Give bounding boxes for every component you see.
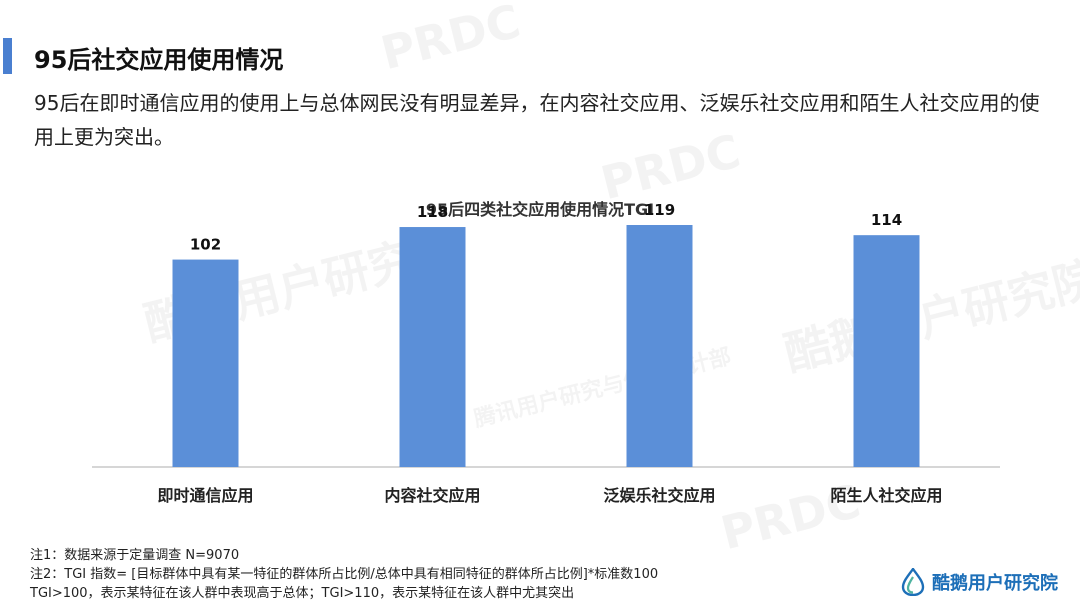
title-accent-bar [3,38,12,74]
category-label-1: 内容社交应用 [384,486,480,505]
page-title: 95后社交应用使用情况 [34,46,284,74]
brand-logo: 酷鹅用户研究院 [900,568,1058,596]
data-label-3: 114 [871,211,902,229]
bar-3 [853,235,920,467]
footnote-3: TGI>100，表示某特征在该人群中表现高于总体；TGI>110，表示某特征在该… [30,586,575,601]
bar-2 [626,225,693,467]
category-label-2: 泛娱乐社交应用 [603,486,715,505]
bar-chart: 102 即时通信应用 118 内容社交应用 119 泛娱乐社交应用 114 陌生人社交应用 [92,201,1000,505]
data-label-1: 118 [417,203,448,221]
footnote-1: 注1：数据来源于定量调查 N=9070 [30,548,240,563]
footnotes: 注1：数据来源于定量调查 N=9070 注2：TGI 指数= [目标群体中具有某… [30,546,658,603]
bar-0 [172,259,239,467]
chart-title: 95后四类社交应用使用情况TGI [425,200,655,219]
footnote-2: 注2：TGI 指数= [目标群体中具有某一特征的群体所占比例/总体中具有相同特征… [30,567,659,582]
data-label-0: 102 [190,236,221,254]
category-label-0: 即时通信应用 [157,486,253,505]
penguin-drop-icon [901,568,925,596]
page-subtitle: 95后在即时通信应用的使用上与总体网民没有明显差异，在内容社交应用、泛娱乐社交应… [34,91,1040,149]
bar-1 [399,227,466,467]
data-label-2: 119 [644,201,675,219]
category-label-3: 陌生人社交应用 [830,486,942,505]
logo-text: 酷鹅用户研究院 [932,573,1058,594]
